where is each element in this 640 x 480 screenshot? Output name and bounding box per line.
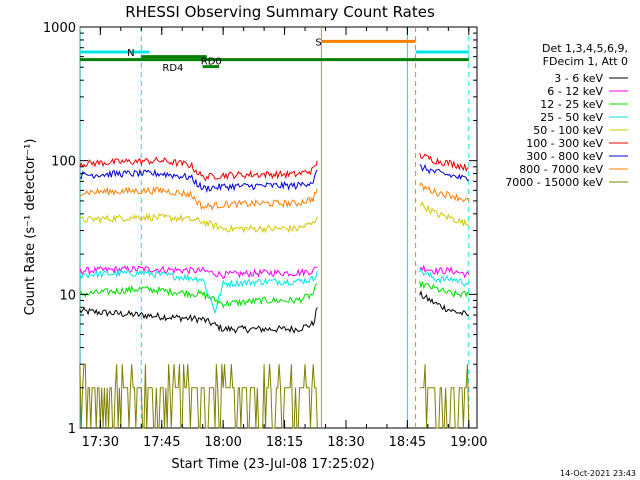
series-line — [419, 264, 470, 279]
plot-area: N S RD0 RD4 — [79, 26, 478, 429]
y-tick-label: 1 — [68, 422, 76, 437]
y-tick-label: 100 — [51, 155, 76, 170]
legend-header: FDecim 1, Att 0 — [543, 55, 628, 68]
series-line — [419, 152, 469, 173]
legend-label: 7000 - 15000 keV — [505, 176, 603, 189]
flag-label: RD4 — [162, 63, 183, 74]
legend-header: Det 1,3,4,5,6,9, — [542, 42, 628, 55]
legend-label: 50 - 100 keV — [533, 124, 603, 137]
series-line — [79, 212, 318, 234]
series-line — [419, 267, 470, 287]
y-axis-label: Count Rate (s⁻¹ detector⁻¹) — [23, 139, 38, 316]
x-tick-label: 19:00 — [450, 435, 487, 450]
legend-label: 6 - 12 keV — [547, 85, 603, 98]
legend-label: 300 - 800 keV — [526, 150, 603, 163]
x-tick-label: 18:15 — [266, 435, 303, 450]
legend-label: 25 - 50 keV — [540, 111, 603, 124]
series-line — [79, 283, 318, 309]
series-line — [79, 306, 318, 334]
series-line — [419, 364, 470, 429]
x-tick-label: 17:45 — [143, 435, 180, 450]
y-tick-label: 10 — [59, 288, 76, 303]
x-tick-label: 18:45 — [389, 435, 426, 450]
legend-label: 12 - 25 keV — [540, 98, 603, 111]
series-line — [419, 182, 470, 203]
series-line — [419, 280, 470, 299]
chart-title: RHESSI Observing Summary Count Rates — [125, 3, 435, 21]
series-line — [79, 185, 318, 211]
flag-label: S — [315, 37, 321, 48]
series-line — [79, 363, 318, 429]
x-tick-label: 18:00 — [204, 435, 241, 450]
y-axis: 1 10 100 1000 — [43, 21, 477, 437]
x-tick-label: 17:30 — [82, 435, 119, 450]
series-line — [419, 163, 470, 182]
x-axis: 17:30 17:45 18:00 18:15 18:30 18:45 19:00 — [82, 27, 488, 450]
flag-label: N — [127, 48, 134, 59]
x-axis-label: Start Time (23-Jul-08 17:25:02) — [171, 457, 374, 472]
legend-label: 100 - 300 keV — [526, 137, 603, 150]
y-tick-label: 1000 — [43, 21, 76, 36]
x-tick-label: 18:30 — [327, 435, 364, 450]
series-line — [419, 290, 469, 316]
series-line — [419, 201, 469, 227]
series-line — [79, 265, 318, 280]
legend-label: 3 - 6 keV — [554, 72, 603, 85]
series-line — [79, 156, 318, 182]
legend-label: 800 - 7000 keV — [519, 163, 603, 176]
legend: Det 1,3,4,5,6,9,FDecim 1, Att 0 3 - 6 keV… — [505, 42, 628, 189]
footer-timestamp: 14-Oct-2021 23:43 — [560, 469, 636, 478]
series-line — [79, 168, 318, 194]
flag-label: RD0 — [201, 57, 222, 68]
series-line — [79, 268, 318, 315]
